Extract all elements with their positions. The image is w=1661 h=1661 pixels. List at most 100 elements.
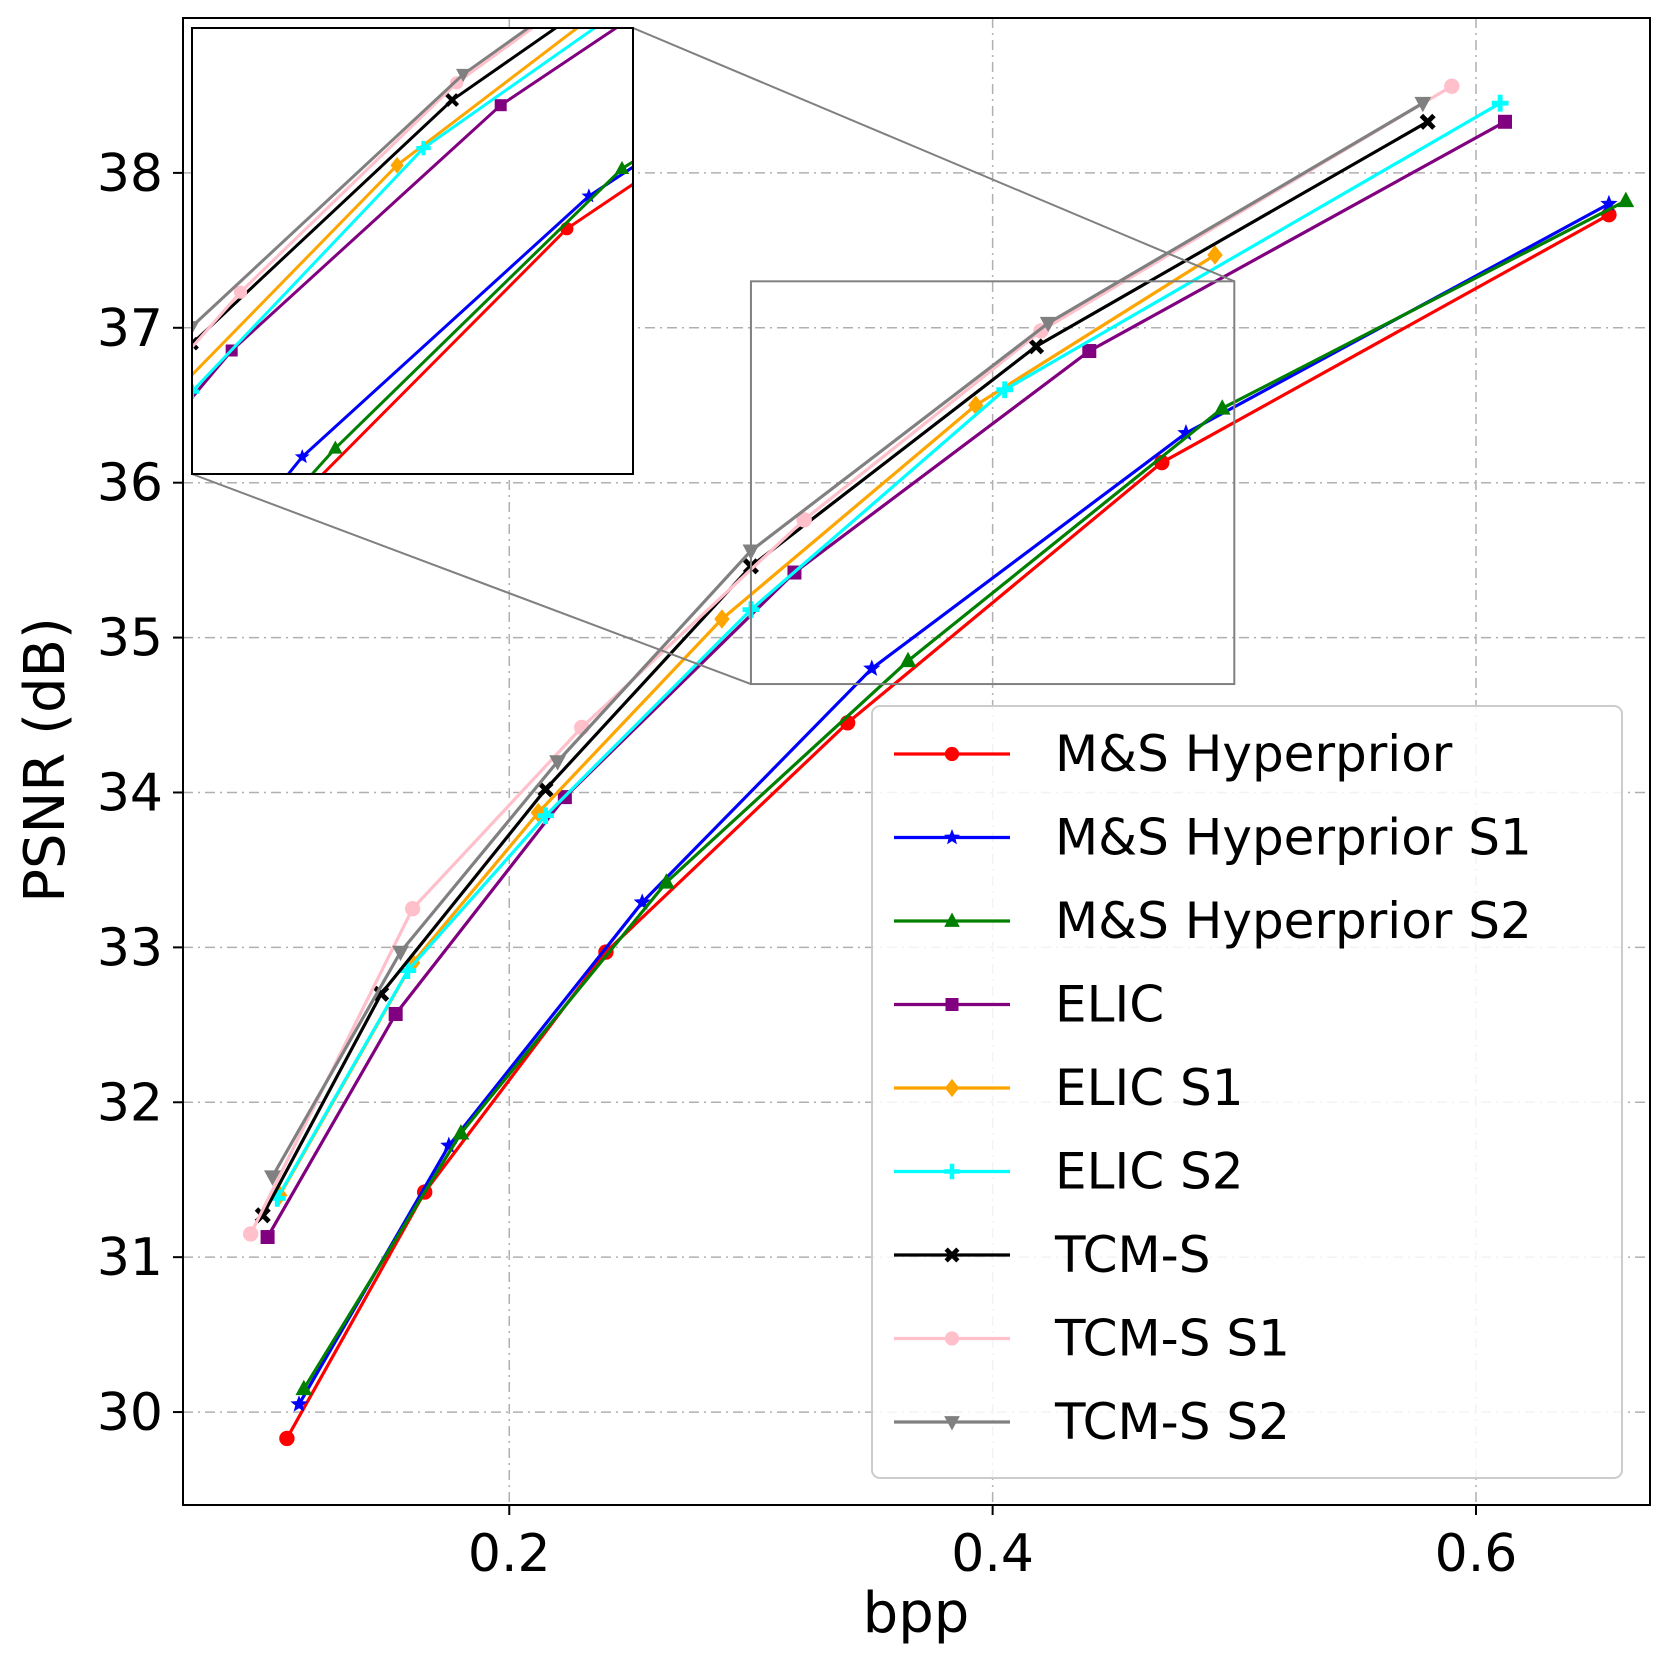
- inset-data-point: [0, 608, 5, 625]
- data-point: [388, 1006, 403, 1021]
- inset-data-point: [0, 613, 12, 627]
- inset-data-point: [108, 686, 122, 699]
- inset-data-point: [609, 0, 622, 7]
- data-point: [392, 945, 409, 962]
- x-tick-label: 0.2: [468, 1524, 551, 1584]
- series-7: [242, 78, 1460, 1242]
- inset-series-line: [192, 28, 531, 329]
- data-point: [1617, 191, 1635, 208]
- inset-data-point: [416, 140, 431, 156]
- data-point: [290, 1395, 308, 1412]
- legend-entry: TCM-S S1: [894, 1310, 1290, 1368]
- inset-data-point: [581, 188, 597, 203]
- inset-data-point: [390, 156, 404, 174]
- inset-data-point: [16, 593, 28, 605]
- zoom-inset-background: [192, 28, 633, 474]
- y-tick-label: 31: [97, 1228, 163, 1288]
- data-point: [549, 755, 567, 771]
- data-point: [1177, 424, 1195, 441]
- legend-marker: [944, 1247, 960, 1263]
- inset-series-8: [8, 28, 531, 567]
- series-8: [264, 96, 1432, 1186]
- data-point: [1491, 94, 1509, 112]
- y-axis-title: PSNR (dB): [13, 617, 78, 903]
- y-tick-label: 33: [97, 918, 163, 978]
- data-point: [1082, 344, 1097, 359]
- series-line: [261, 120, 1429, 1217]
- data-point: [404, 900, 421, 917]
- inset-data-point: [31, 515, 44, 528]
- inset-data-point: [456, 68, 471, 83]
- y-tick-label: 36: [97, 454, 163, 514]
- inset-series-1: [85, 165, 633, 722]
- legend-entry: TCM-S S2: [894, 1393, 1290, 1451]
- legend-marker: [944, 1331, 960, 1346]
- inset-data-point: [0, 585, 10, 596]
- inset-data-point: [445, 93, 460, 107]
- inset-series-2: [108, 160, 633, 699]
- inset-data-point: [8, 554, 22, 567]
- legend-box: [871, 705, 1623, 1479]
- y-tick-label: 30: [97, 1383, 163, 1443]
- legend-marker: [943, 829, 961, 845]
- inset-data-point: [233, 285, 248, 299]
- y-tick-label: 37: [97, 299, 163, 359]
- x-tick-label: 0.6: [1435, 1524, 1518, 1584]
- data-point: [598, 944, 614, 960]
- legend-entry: M&S Hyperprior S2: [894, 892, 1532, 950]
- data-point: [260, 1230, 275, 1245]
- inset-data-point: [85, 708, 100, 722]
- data-point: [899, 651, 917, 668]
- inset-series-line: [192, 28, 580, 378]
- legend-marker: [944, 746, 960, 762]
- data-point: [657, 873, 675, 889]
- data-point: [1600, 194, 1618, 212]
- tick-layer: 0.2 0.4 0.6 30 31 32 33 34 35 36 37 38: [97, 144, 1518, 1584]
- zoom-connector: [191, 473, 752, 685]
- legend-label: M&S Hyperprior S2: [1055, 892, 1532, 950]
- zoom-connector: [632, 27, 1235, 283]
- data-point: [452, 1124, 470, 1140]
- data-point: [1414, 96, 1432, 113]
- data-point: [1497, 114, 1512, 129]
- legend-marker: [945, 998, 959, 1011]
- legend-marker: [944, 1416, 960, 1431]
- inset-series-line: [192, 28, 619, 400]
- inset-data-point: [192, 384, 200, 399]
- legend-entry: ELIC S1: [894, 1059, 1244, 1117]
- inset-data-point: [192, 321, 200, 335]
- data-point: [1028, 338, 1045, 355]
- series-line: [275, 101, 1501, 1200]
- legend-label: M&S Hyperprior: [1055, 725, 1453, 783]
- x-tick-label: 0.4: [951, 1524, 1034, 1584]
- legend-label: ELIC S1: [1055, 1059, 1244, 1117]
- inset-series-6: [0, 28, 559, 596]
- data-point: [1039, 316, 1057, 333]
- x-axis-title: bpp: [863, 1581, 970, 1646]
- data-point: [295, 1379, 313, 1396]
- inset-data-point: [614, 160, 630, 175]
- zoom-source-box: [749, 280, 1236, 686]
- legend-label: TCM-S S2: [1054, 1393, 1290, 1451]
- inset-series-5: [0, 28, 598, 627]
- inset-data-point: [494, 99, 507, 112]
- legend-label: ELIC: [1055, 976, 1164, 1034]
- series-line: [297, 202, 1610, 1406]
- inset-data-point: [192, 336, 199, 351]
- data-point: [1444, 78, 1460, 94]
- legend-entry: ELIC S2: [894, 1143, 1244, 1201]
- series-line: [302, 199, 1627, 1390]
- series-0: [279, 207, 1617, 1447]
- legend-label: TCM-S: [1054, 1226, 1210, 1284]
- legend-marker: [944, 1163, 960, 1180]
- zoom-inset-frame: [191, 27, 634, 475]
- data-point: [1213, 399, 1231, 415]
- data-point: [968, 395, 984, 416]
- zoom-inset-layer: [0, 0, 1236, 722]
- y-tick-label: 32: [97, 1073, 163, 1133]
- series-2: [295, 191, 1635, 1396]
- series-layer: [242, 78, 1635, 1447]
- data-point: [279, 1430, 295, 1447]
- y-tick-label: 38: [97, 144, 163, 204]
- data-point: [537, 781, 554, 798]
